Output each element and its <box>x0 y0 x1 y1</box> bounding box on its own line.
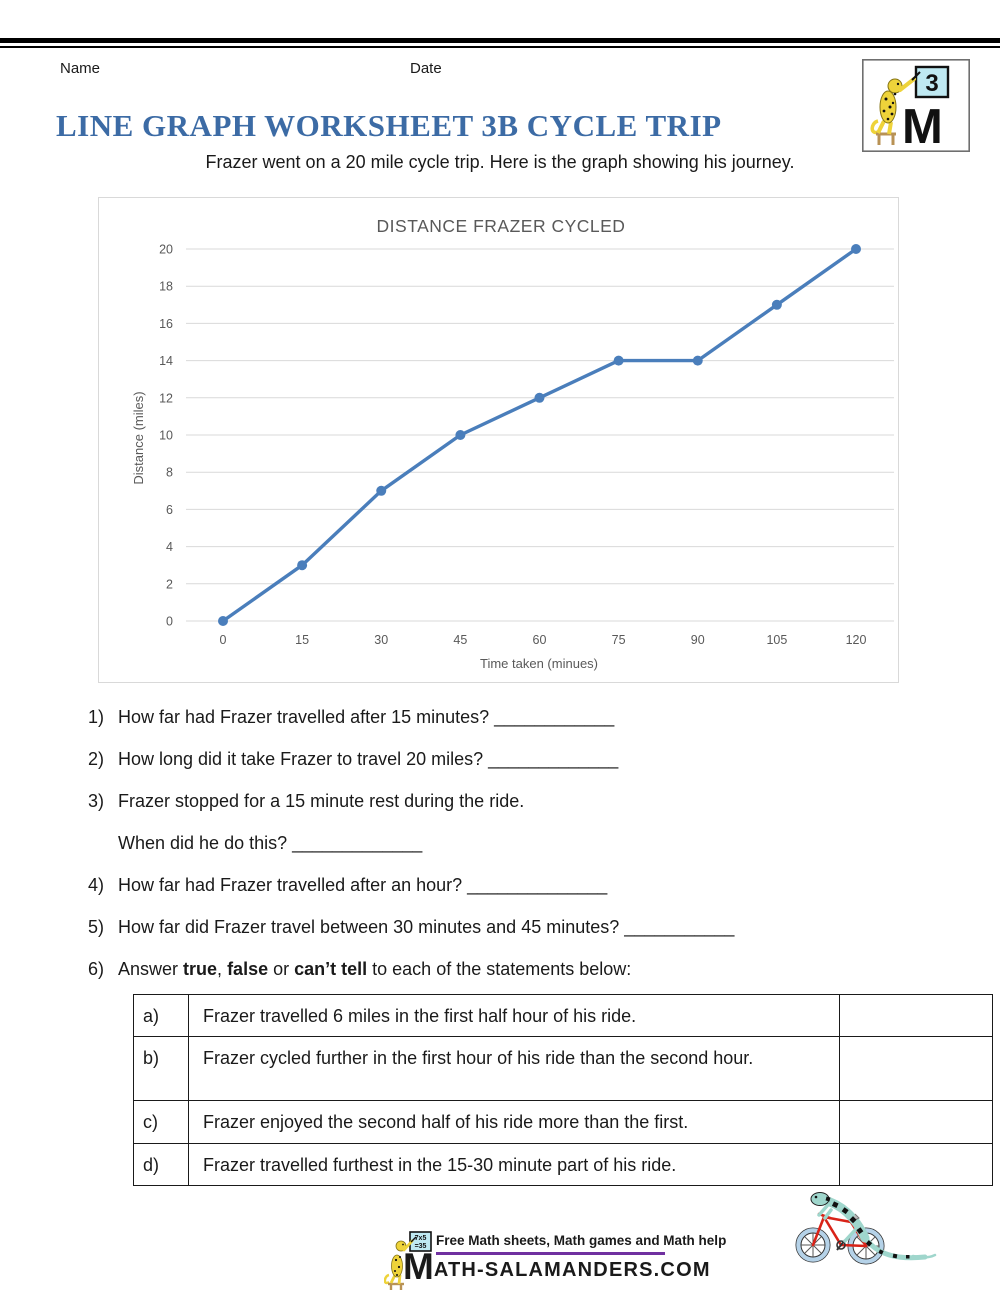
question-4: 4) How far had Frazer travelled after an … <box>88 864 968 906</box>
svg-text:14: 14 <box>159 354 173 368</box>
svg-text:105: 105 <box>766 633 787 647</box>
data-point <box>851 244 861 254</box>
data-point <box>692 355 703 366</box>
table-row-d: d) Frazer travelled furthest in the 15-30… <box>133 1143 993 1186</box>
x-axis-label: Time taken (minues) <box>480 656 598 671</box>
data-point <box>376 485 387 496</box>
question-text: When did he do this? _____________ <box>118 833 423 853</box>
svg-text:90: 90 <box>691 633 705 647</box>
logo-number: 3 <box>925 70 938 97</box>
question-1: 1) How far had Frazer travelled after 15 … <box>88 696 968 738</box>
svg-text:20: 20 <box>159 243 173 257</box>
chart-title: DISTANCE FRAZER CYCLED <box>377 216 626 236</box>
salamander-body <box>810 1192 937 1261</box>
svg-text:2: 2 <box>166 577 173 591</box>
svg-text:10: 10 <box>159 429 173 443</box>
top-rule-thick <box>0 38 1000 43</box>
question-text: Frazer stopped for a 15 minute rest duri… <box>118 791 525 811</box>
svg-text:7x5: 7x5 <box>415 1235 427 1242</box>
svg-text:15: 15 <box>295 633 309 647</box>
svg-text:120: 120 <box>846 633 867 647</box>
top-rule-thin <box>0 46 1000 48</box>
statement-text: Frazer enjoyed the second half of his ri… <box>188 1100 840 1144</box>
svg-text:6: 6 <box>166 503 173 517</box>
statements-table: a) Frazer travelled 6 miles in the first … <box>133 994 993 1186</box>
math-salamanders-corner-logo: M 3 <box>862 59 970 152</box>
salamander-bicycle-image <box>795 1192 937 1265</box>
logo-m-letter: M <box>902 100 943 152</box>
question-number: 3) <box>88 791 105 811</box>
statement-letter: a) <box>133 994 189 1037</box>
svg-text:45: 45 <box>453 633 467 647</box>
footer-tagline: Free Math sheets, Math games and Math he… <box>436 1233 727 1248</box>
question-text: Answer true, false or can’t tell to each… <box>118 959 632 979</box>
data-point <box>297 560 308 571</box>
data-point <box>218 616 228 626</box>
question-6: 6) Answer true, false or can’t tell to ea… <box>88 948 968 990</box>
question-number: 4) <box>88 875 105 895</box>
question-number: 1) <box>88 707 105 727</box>
svg-text:60: 60 <box>533 633 547 647</box>
statement-letter: c) <box>133 1100 189 1144</box>
svg-text:12: 12 <box>159 391 173 405</box>
question-number: 6) <box>88 959 105 979</box>
svg-text:0: 0 <box>166 615 173 629</box>
statement-letter: b) <box>133 1036 189 1101</box>
question-text: How far had Frazer travelled after an ho… <box>118 875 608 895</box>
statement-text: Frazer cycled further in the first hour … <box>188 1036 840 1101</box>
table-row-b: b) Frazer cycled further in the first hou… <box>133 1036 993 1101</box>
data-point <box>613 355 624 366</box>
page-title: LINE GRAPH WORKSHEET 3B CYCLE TRIP <box>56 108 722 143</box>
question-text: How far did Frazer travel between 30 min… <box>118 917 735 937</box>
statement-letter: d) <box>133 1143 189 1186</box>
name-label: Name <box>60 60 101 77</box>
date-label: Date <box>410 60 442 77</box>
question-3: 3) Frazer stopped for a 15 minute rest du… <box>88 780 968 864</box>
svg-text:16: 16 <box>159 317 173 331</box>
question-number: 2) <box>88 749 105 769</box>
question-number: 5) <box>88 917 105 937</box>
statement-text: Frazer travelled furthest in the 15-30 m… <box>188 1143 840 1186</box>
answer-cell <box>839 1036 993 1101</box>
svg-text:75: 75 <box>612 633 626 647</box>
table-row-c: c) Frazer enjoyed the second half of his … <box>133 1100 993 1144</box>
question-5: 5) How far did Frazer travel between 30 m… <box>88 906 968 948</box>
data-point <box>771 299 782 310</box>
svg-text:30: 30 <box>374 633 388 647</box>
svg-text:0: 0 <box>220 633 227 647</box>
logo-board <box>914 65 950 99</box>
y-axis-label: Distance (miles) <box>131 391 146 484</box>
data-point <box>534 392 545 403</box>
svg-text:=35: =35 <box>415 1243 427 1250</box>
question-list: 1) How far had Frazer travelled after 15 … <box>88 696 968 990</box>
footer-purple-rule <box>436 1252 665 1255</box>
data-point <box>455 430 466 440</box>
line-chart: 0 2 4 6 8 10 12 14 16 18 20 0 15 30 45 60 75 90 105 120 DIST… <box>98 197 899 683</box>
pedal-crank <box>836 1240 846 1250</box>
intro-text: Frazer went on a 20 mile cycle trip. Her… <box>205 152 795 172</box>
site-name: MATH-SALAMANDERS.COM <box>403 1246 711 1288</box>
svg-text:8: 8 <box>166 466 173 480</box>
question-2: 2) How long did it take Frazer to travel … <box>88 738 968 780</box>
answer-cell <box>839 994 993 1037</box>
answer-cell <box>839 1143 993 1186</box>
line-chart-svg: 0 2 4 6 8 10 12 14 16 18 20 0 15 30 45 60 75 90 105 120 DIST… <box>131 216 894 671</box>
question-text: How long did it take Frazer to travel 20… <box>118 749 619 769</box>
table-row-a: a) Frazer travelled 6 miles in the first … <box>133 994 993 1037</box>
site-initial: M <box>403 1246 434 1287</box>
site-rest: ATH-SALAMANDERS.COM <box>433 1259 711 1281</box>
gecko-icon <box>870 71 921 145</box>
question-text: How far had Frazer travelled after 15 mi… <box>118 707 615 727</box>
statement-text: Frazer travelled 6 miles in the first ha… <box>188 994 840 1037</box>
footer-gecko-icon: 7x5 =35 <box>384 1231 432 1290</box>
svg-text:18: 18 <box>159 280 173 294</box>
answer-cell <box>839 1100 993 1144</box>
svg-text:4: 4 <box>166 540 173 554</box>
